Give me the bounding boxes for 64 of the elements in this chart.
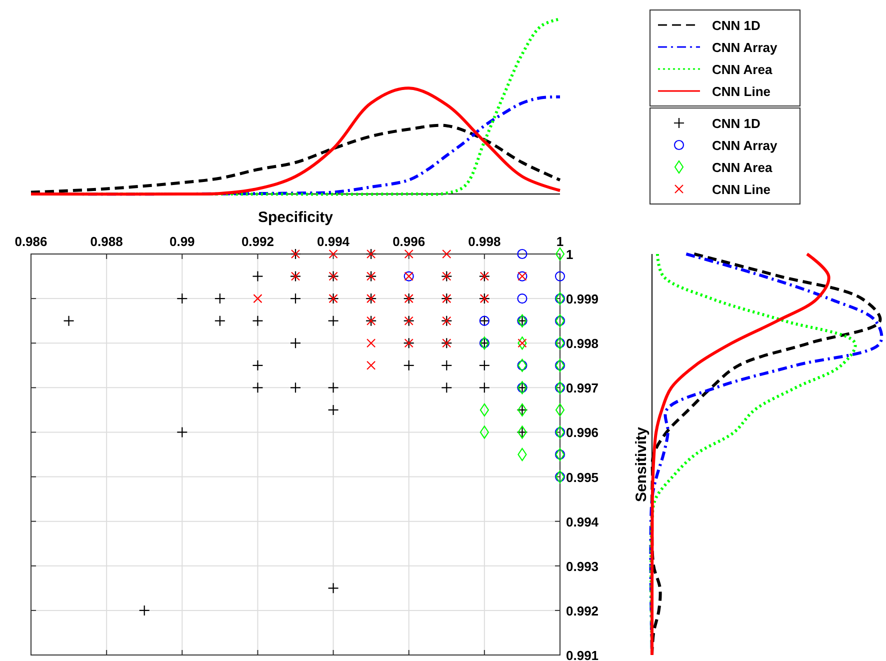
x-tick-label: 1 xyxy=(556,234,564,249)
legend-label: CNN 1D xyxy=(712,18,760,33)
point xyxy=(441,382,452,394)
legend-label: CNN Area xyxy=(712,160,773,175)
point xyxy=(366,338,376,348)
point xyxy=(290,293,302,304)
point xyxy=(403,360,414,371)
point xyxy=(554,271,566,282)
point xyxy=(478,360,490,371)
y-tick-label: 0.999 xyxy=(566,292,599,307)
y-tick-label: 0.994 xyxy=(566,514,600,530)
point xyxy=(555,247,565,261)
point xyxy=(442,249,452,259)
y-axis-title: Sensitivity xyxy=(633,426,650,502)
point xyxy=(328,582,339,594)
x-tick-label: 0.99 xyxy=(169,234,195,249)
point xyxy=(441,360,452,371)
point xyxy=(517,248,528,260)
point xyxy=(480,403,489,416)
y-tick-label: 0.992 xyxy=(566,603,599,618)
y-tick-label: 0.996 xyxy=(566,425,599,440)
point xyxy=(517,294,528,304)
point xyxy=(555,403,565,416)
point xyxy=(328,249,338,259)
point xyxy=(138,604,150,616)
y-tick-label: 0.991 xyxy=(566,648,599,661)
point xyxy=(404,249,414,259)
x-tick-label: 0.998 xyxy=(468,234,501,249)
point xyxy=(328,382,339,394)
legend-label: CNN Line xyxy=(712,84,770,99)
point xyxy=(328,315,339,326)
point xyxy=(252,270,264,282)
point xyxy=(290,382,302,394)
x-tick-label: 0.988 xyxy=(90,234,123,249)
legend-label: CNN Line xyxy=(712,182,770,197)
legend-label: CNN Array xyxy=(712,40,778,55)
y-tick-label: 0.995 xyxy=(566,470,599,485)
point xyxy=(478,382,490,394)
point xyxy=(252,382,264,394)
legend-label: CNN 1D xyxy=(712,116,760,131)
point xyxy=(176,293,188,304)
y-tick-label: 0.997 xyxy=(566,380,599,396)
legend-label: CNN Array xyxy=(712,138,778,153)
point xyxy=(252,360,264,371)
point xyxy=(252,315,264,326)
point xyxy=(480,426,489,439)
point xyxy=(366,360,376,370)
point xyxy=(63,315,74,326)
legend-label: CNN Area xyxy=(712,62,773,77)
point xyxy=(214,293,226,304)
point xyxy=(328,404,339,416)
x-tick-label: 0.992 xyxy=(241,234,274,249)
point xyxy=(290,338,302,349)
point xyxy=(253,294,262,304)
point xyxy=(214,315,226,326)
x-tick-label: 0.996 xyxy=(392,234,426,249)
y-tick-label: 0.993 xyxy=(566,558,599,574)
y-tick-label: 0.998 xyxy=(566,336,599,352)
point xyxy=(518,338,527,348)
point xyxy=(176,426,188,438)
x-axis-title: Specificity xyxy=(258,209,334,226)
x-tick-label: 0.986 xyxy=(14,234,48,249)
x-tick-label: 0.994 xyxy=(317,234,350,249)
y-tick-label: 1 xyxy=(566,247,574,262)
